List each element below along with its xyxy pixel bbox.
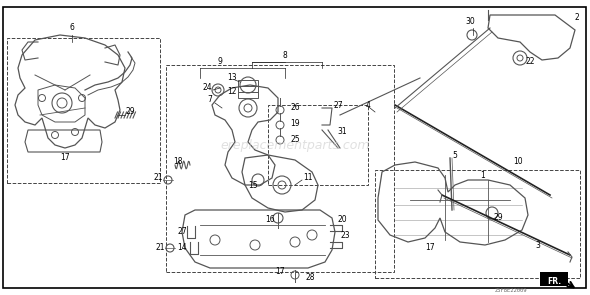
Text: 16: 16: [265, 216, 275, 224]
Text: 10: 10: [513, 158, 523, 166]
Bar: [166, 65, 394, 272]
Text: 27: 27: [177, 227, 187, 237]
Text: 4: 4: [366, 101, 371, 109]
Text: 6: 6: [70, 24, 74, 32]
Text: 29: 29: [125, 107, 135, 117]
Bar: [238, 80, 258, 86]
Text: 17: 17: [275, 268, 285, 276]
Text: 30: 30: [465, 17, 475, 27]
Text: 3: 3: [536, 240, 540, 250]
Text: 9: 9: [218, 58, 222, 66]
Bar: [238, 86, 258, 92]
Text: 1: 1: [481, 171, 486, 179]
Bar: [375, 170, 580, 278]
Text: 12: 12: [227, 88, 237, 96]
Text: 28: 28: [305, 273, 314, 281]
Text: 14: 14: [177, 243, 187, 253]
Text: 5: 5: [453, 150, 457, 160]
Text: 17: 17: [425, 243, 435, 253]
Text: 24: 24: [202, 83, 212, 93]
Text: 31: 31: [337, 127, 347, 137]
Text: 22: 22: [525, 58, 535, 66]
Text: 21: 21: [155, 243, 165, 253]
Text: 8: 8: [283, 50, 287, 60]
Text: 13: 13: [227, 73, 237, 81]
Bar: [268, 105, 368, 185]
Text: 2: 2: [575, 14, 579, 22]
Bar: [540, 272, 568, 286]
Bar: [7, 38, 160, 183]
Text: 26: 26: [290, 104, 300, 112]
Bar: [238, 92, 258, 98]
Text: Z5F8E22009: Z5F8E22009: [495, 288, 527, 293]
Text: 20: 20: [337, 216, 347, 224]
Text: 19: 19: [290, 119, 300, 129]
Text: ereplacementparts.com: ereplacementparts.com: [220, 138, 370, 152]
Text: 27: 27: [333, 101, 343, 109]
Text: 17: 17: [60, 153, 70, 163]
Text: 7: 7: [208, 96, 212, 104]
Text: 25: 25: [290, 135, 300, 145]
Text: 29: 29: [493, 214, 503, 222]
Text: 18: 18: [173, 158, 183, 166]
Text: 21: 21: [153, 173, 163, 183]
Text: 11: 11: [303, 173, 313, 183]
Text: 15: 15: [248, 181, 258, 189]
Text: FR.: FR.: [547, 278, 561, 286]
Text: 23: 23: [340, 230, 350, 240]
